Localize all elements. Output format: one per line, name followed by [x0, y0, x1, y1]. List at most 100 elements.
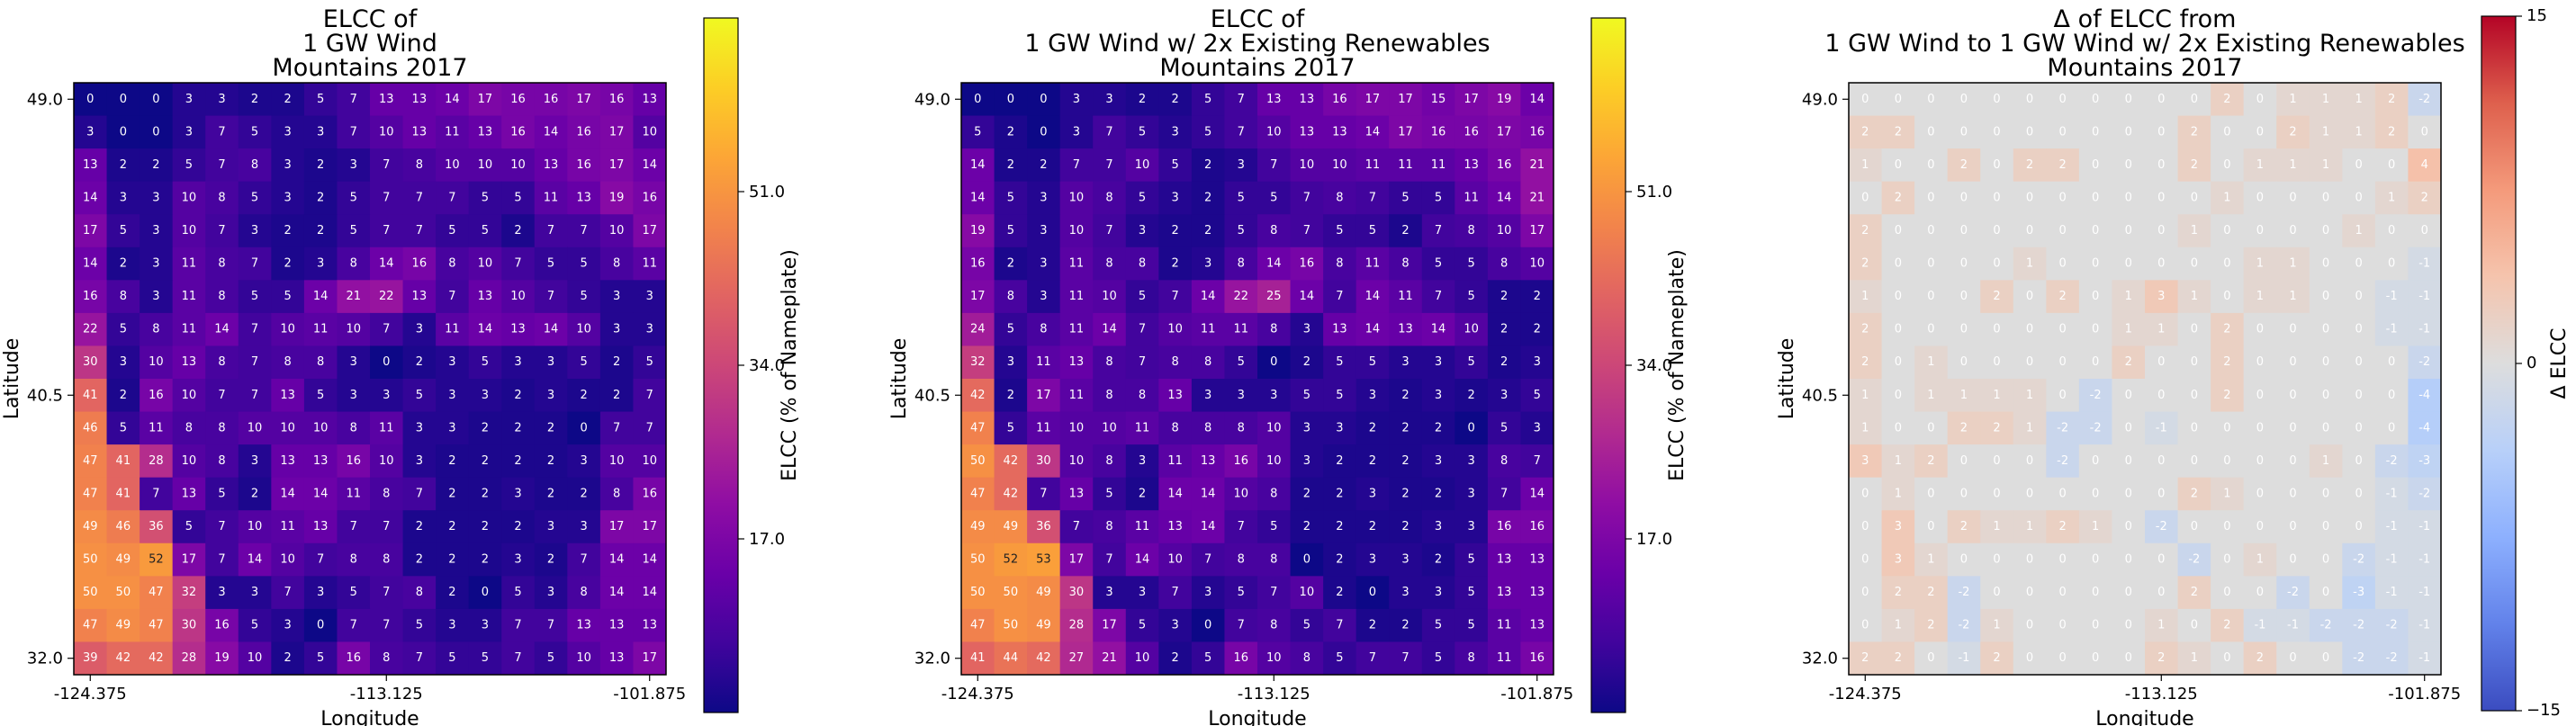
- cell-value-label: 2: [448, 487, 455, 500]
- cell-value-label: 10: [1167, 323, 1183, 336]
- heatmap-cell: [2013, 510, 2047, 544]
- cell-value-label: 2: [1369, 520, 1376, 533]
- cell-value-label: 2: [2191, 158, 2198, 172]
- heatmap-cell: [2243, 246, 2277, 281]
- heatmap-cell: [436, 83, 470, 117]
- heatmap-cell: [1224, 576, 1258, 610]
- heatmap-cell: [1914, 312, 1949, 346]
- heatmap-cell: [2374, 280, 2409, 314]
- cell-value-label: 1: [1927, 389, 1934, 402]
- heatmap-cell: [1520, 214, 1554, 248]
- cell-value-label: 0: [2289, 323, 2296, 336]
- heatmap-cell: [1059, 411, 1094, 445]
- cell-value-label: 16: [1332, 93, 1347, 106]
- heatmap-cell: [436, 608, 470, 642]
- cell-value-label: 0: [2191, 323, 2198, 336]
- cell-value-label: 3: [482, 389, 489, 402]
- cell-value-label: 0: [2092, 257, 2099, 271]
- cell-value-label: 3: [1369, 487, 1376, 500]
- cell-value-label: 7: [1336, 290, 1343, 303]
- cell-value-label: 2: [1861, 651, 1869, 665]
- heatmap-cell: [1356, 379, 1390, 413]
- heatmap-cell: [2243, 542, 2277, 577]
- cell-value-label: 8: [416, 158, 423, 172]
- cell-value-label: 7: [1171, 586, 1178, 599]
- heatmap-cell: [1027, 148, 1061, 183]
- cell-value-label: 10: [642, 125, 657, 139]
- heatmap-cell: [1059, 641, 1094, 676]
- heatmap-cell: [501, 214, 536, 248]
- heatmap-cell: [205, 115, 239, 149]
- cell-value-label: 0: [2322, 586, 2329, 599]
- heatmap-cell: [140, 444, 174, 479]
- cell-value-label: 14: [642, 553, 657, 567]
- cell-value-label: 7: [251, 257, 258, 271]
- heatmap-cell: [370, 345, 404, 380]
- cell-value-label: 7: [1139, 355, 1146, 369]
- cell-value-label: 2: [448, 520, 455, 533]
- heatmap-cell: [2211, 345, 2245, 380]
- heatmap-cell: [303, 115, 338, 149]
- heatmap-cells: 0 0 0 0 0 0 0 0 0 0 0 2 0 1 1 1 2 -22 2 0 0 0 0 0 0 0 0 2 0 0 2 1 1 2 01 0 0…: [1849, 83, 2442, 676]
- heatmap-cell: [2309, 510, 2343, 544]
- heatmap-cell: [303, 148, 338, 183]
- heatmap-cell: [2408, 115, 2442, 149]
- heatmap-cell: [534, 576, 568, 610]
- cell-value-label: 2: [547, 454, 554, 468]
- heatmap-cell: [1389, 115, 1423, 149]
- heatmap-cell: [1257, 510, 1292, 544]
- heatmap-cell: [140, 181, 174, 215]
- heatmap-cell: [1191, 411, 1225, 445]
- cell-value-label: 0: [1861, 586, 1869, 599]
- cell-value-label: 2: [1336, 487, 1343, 500]
- heatmap-cell: [2342, 379, 2376, 413]
- heatmap-cell: [1421, 115, 1455, 149]
- cell-value-label: 3: [1534, 355, 1541, 369]
- cell-value-label: 8: [218, 421, 225, 435]
- heatmap-cell: [2342, 444, 2376, 479]
- heatmap-cell: [1849, 148, 1883, 183]
- heatmap-cell: [2112, 83, 2146, 117]
- heatmap-cell: [1881, 83, 1915, 117]
- heatmap-cell: [2112, 148, 2146, 183]
- heatmap-cell: [567, 181, 601, 215]
- heatmap-cell: [501, 379, 536, 413]
- cell-value-label: 7: [350, 520, 357, 533]
- cell-value-label: 5: [1467, 257, 1474, 271]
- cell-value-label: 14: [642, 586, 657, 599]
- cell-value-label: 0: [2026, 355, 2033, 369]
- cell-value-label: 1: [2026, 520, 2033, 533]
- cell-value-label: 50: [1004, 586, 1019, 599]
- heatmap-cell: [599, 246, 634, 281]
- heatmap-cell: [238, 477, 272, 511]
- heatmap-cell: [501, 576, 536, 610]
- heatmap-cell: [2177, 444, 2211, 479]
- cell-value-label: 14: [478, 323, 493, 336]
- heatmap-cell: [2408, 312, 2442, 346]
- cell-value-label: 1: [2191, 290, 2198, 303]
- heatmap-cell: [2078, 148, 2112, 183]
- cell-value-label: 2: [514, 224, 521, 238]
- heatmap-cell: [961, 312, 995, 346]
- heatmap-cell: [534, 181, 568, 215]
- cell-value-label: 49: [970, 520, 986, 533]
- cell-value-label: -1: [1958, 651, 1969, 665]
- heatmap-cell: [501, 246, 536, 281]
- heatmap-cell: [1323, 608, 1357, 642]
- cell-value-label: 7: [1500, 487, 1508, 500]
- heatmap-cell: [1849, 576, 1883, 610]
- cell-value-label: 28: [1069, 619, 1085, 632]
- heatmap-cell: [1224, 477, 1258, 511]
- cell-value-label: 0: [2092, 191, 2099, 204]
- cell-value-label: 0: [2058, 355, 2066, 369]
- heatmap-cell: [961, 280, 995, 314]
- heatmap-cell: [1059, 542, 1094, 577]
- cell-value-label: 0: [1861, 191, 1869, 204]
- y-axis-label: Latitude: [1776, 338, 1798, 420]
- heatmap-cell: [2046, 312, 2080, 346]
- cell-value-label: 0: [1960, 93, 1968, 106]
- cell-value-label: 47: [83, 487, 98, 500]
- heatmap-cell: [2177, 345, 2211, 380]
- cell-value-label: 14: [609, 553, 625, 567]
- heatmap-cell: [1158, 510, 1193, 544]
